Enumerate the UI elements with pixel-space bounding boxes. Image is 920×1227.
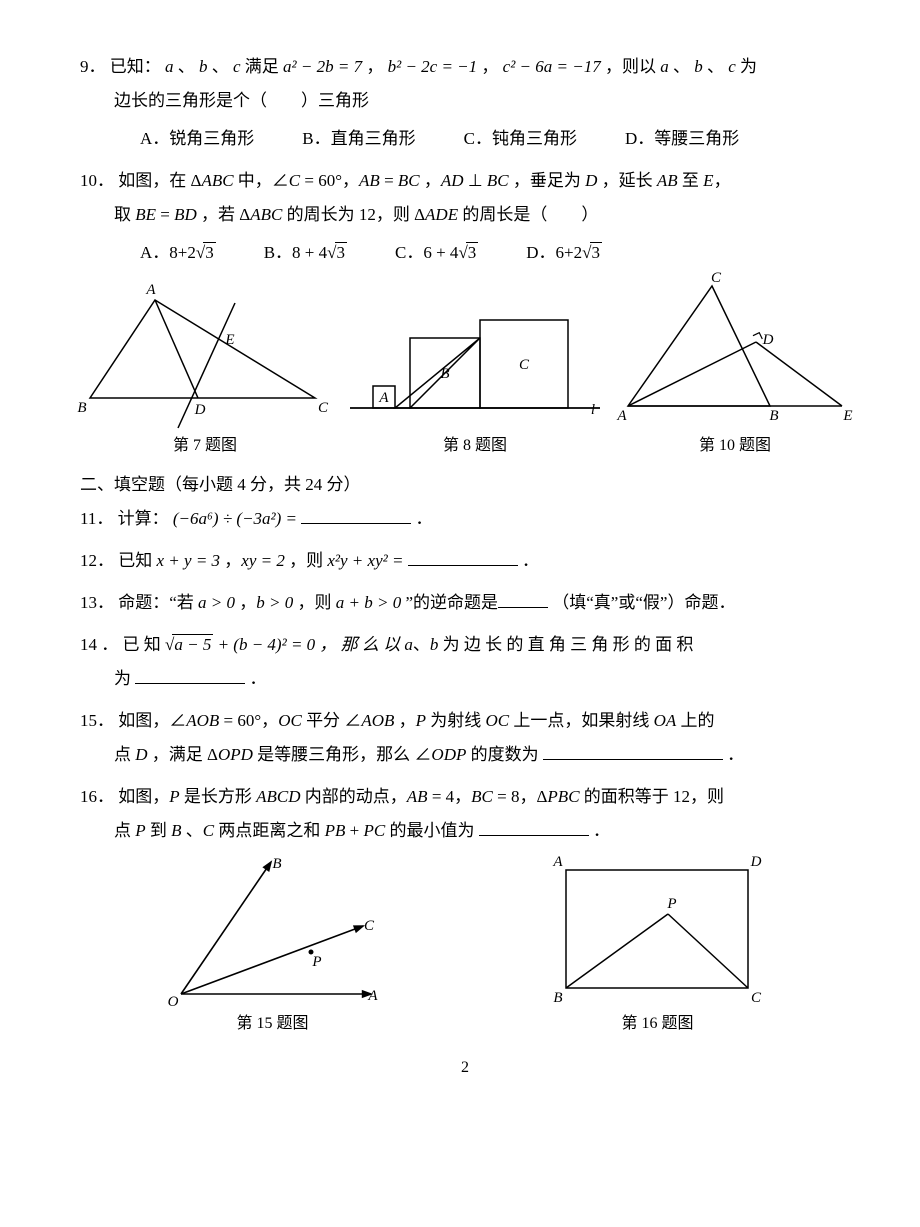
figure-15: A B C P O 第 15 题图 xyxy=(163,856,383,1040)
section-2-title: 二、填空题（每小题 4 分，共 24 分） xyxy=(80,468,850,502)
svg-text:B: B xyxy=(440,366,449,382)
question-14: 14 ． 已 知 a − 5 + (b − 4)² = 0 ， 那 么 以 a、… xyxy=(80,628,850,696)
question-10: 10． 如图，在 ΔABC 中，∠C = 60°，AB = BC ，AD ⊥ B… xyxy=(80,164,850,270)
fig15-caption: 第 15 题图 xyxy=(236,1008,308,1040)
svg-text:C: C xyxy=(519,357,530,373)
var-c: c xyxy=(233,57,241,76)
question-16: 16． 如图，P 是长方形 ABCD 内部的动点，AB = 4，BC = 8，Δ… xyxy=(80,780,850,848)
fig8-svg: A B Cl xyxy=(345,298,605,428)
q16-blank xyxy=(479,820,589,836)
q12-blank xyxy=(408,550,518,566)
fig15-svg: ABCPO xyxy=(163,856,383,1006)
q9-opt-a: A．锐角三角形 xyxy=(140,122,254,156)
svg-text:E: E xyxy=(224,332,234,348)
question-15: 15． 如图，∠AOB = 60°，OC 平分 ∠AOB ，P 为射线 OC 上… xyxy=(80,704,850,772)
svg-text:O: O xyxy=(167,994,178,1010)
q10-opt-b: B．8 + 43 xyxy=(264,236,347,270)
svg-text:D: D xyxy=(194,402,206,418)
q11-blank xyxy=(301,508,411,524)
q10-num: 10． xyxy=(80,171,114,190)
q9-eq3: c² − 6a = −17 xyxy=(503,57,601,76)
svg-text:A: A xyxy=(367,988,378,1004)
fig7-svg: BADCE xyxy=(80,288,330,428)
q9-line2: 边长的三角形是个（ ）三角形 xyxy=(80,84,850,118)
question-11: 11． 计算： (−6a⁶) ÷ (−3a²) = ． xyxy=(80,502,850,536)
var-a: a xyxy=(165,57,174,76)
svg-text:A: A xyxy=(145,282,156,298)
question-13: 13． 命题：“若 a > 0 ，b > 0 ，则 a + b > 0 ”的逆命… xyxy=(80,586,850,620)
svg-text:C: C xyxy=(363,918,374,934)
q10-opt-c: C．6 + 43 xyxy=(395,236,478,270)
question-12: 12． 已知 x + y = 3 ，xy = 2 ，则 x²y + xy² = … xyxy=(80,544,850,578)
svg-text:A: A xyxy=(552,854,563,870)
question-9: 9． 已知： a 、 b 、 c 满足 a² − 2b = 7 ， b² − 2… xyxy=(80,50,850,156)
figure-row-2: A B C P O 第 15 题图 A D B C P 第 16 题图 xyxy=(80,856,850,1040)
svg-text:C: C xyxy=(318,400,329,416)
q10-opt-d: D．6+23 xyxy=(526,236,602,270)
var-b: b xyxy=(199,57,208,76)
figure-10: ABCDE 第 10 题图 xyxy=(620,278,850,462)
figure-8: A B Cl 第 8 题图 xyxy=(345,298,605,462)
svg-text:A: A xyxy=(616,408,627,424)
figure-7: BADCE 第 7 题图 xyxy=(80,288,330,462)
page-number: 2 xyxy=(80,1052,850,1084)
figure-16: A D B C P 第 16 题图 xyxy=(548,856,768,1040)
svg-text:C: C xyxy=(750,990,761,1006)
svg-text:C: C xyxy=(711,270,722,286)
fig8-caption: 第 8 题图 xyxy=(443,430,507,462)
fig10-caption: 第 10 题图 xyxy=(699,430,771,462)
svg-text:B: B xyxy=(553,990,562,1006)
svg-text:A: A xyxy=(378,390,389,406)
svg-text:P: P xyxy=(666,896,676,912)
q14-blank xyxy=(135,668,245,684)
fig16-svg: A D B C P xyxy=(548,856,768,1006)
svg-text:B: B xyxy=(77,400,86,416)
q9-t1: 已知： xyxy=(110,57,161,76)
svg-text:D: D xyxy=(762,332,774,348)
svg-text:B: B xyxy=(769,408,778,424)
q9-opt-b: B．直角三角形 xyxy=(302,122,415,156)
fig16-caption: 第 16 题图 xyxy=(621,1008,693,1040)
q10-opt-a: A．8+23 xyxy=(140,236,216,270)
q13-blank xyxy=(498,592,548,608)
q9-opt-d: D．等腰三角形 xyxy=(625,122,739,156)
figure-row-1: B A D C E 第 7 题图 A B Cl 第 8 题图 A B C D E 第 10 题图 xyxy=(80,278,850,462)
q11-expr: (−6a⁶) ÷ (−3a²) = xyxy=(173,509,297,528)
svg-text:E: E xyxy=(842,408,852,424)
svg-text:B: B xyxy=(272,856,281,872)
svg-text:D: D xyxy=(749,854,761,870)
q9-eq2: b² − 2c = −1 xyxy=(388,57,478,76)
q12-expr: x²y + xy² = xyxy=(327,551,403,570)
q15-blank xyxy=(543,744,723,760)
fig7-caption: 第 7 题图 xyxy=(173,430,237,462)
q10-options: A．8+23 B．8 + 43 C．6 + 43 D．6+23 xyxy=(80,236,850,270)
q9-opt-c: C．钝角三角形 xyxy=(464,122,577,156)
svg-text:P: P xyxy=(311,954,321,970)
q9-options: A．锐角三角形 B．直角三角形 C．钝角三角形 D．等腰三角形 xyxy=(80,122,850,156)
fig10-svg: ABCDE xyxy=(620,278,850,428)
q9-num: 9． xyxy=(80,57,106,76)
svg-text:l: l xyxy=(591,402,595,418)
q9-eq1: a² − 2b = 7 xyxy=(283,57,362,76)
